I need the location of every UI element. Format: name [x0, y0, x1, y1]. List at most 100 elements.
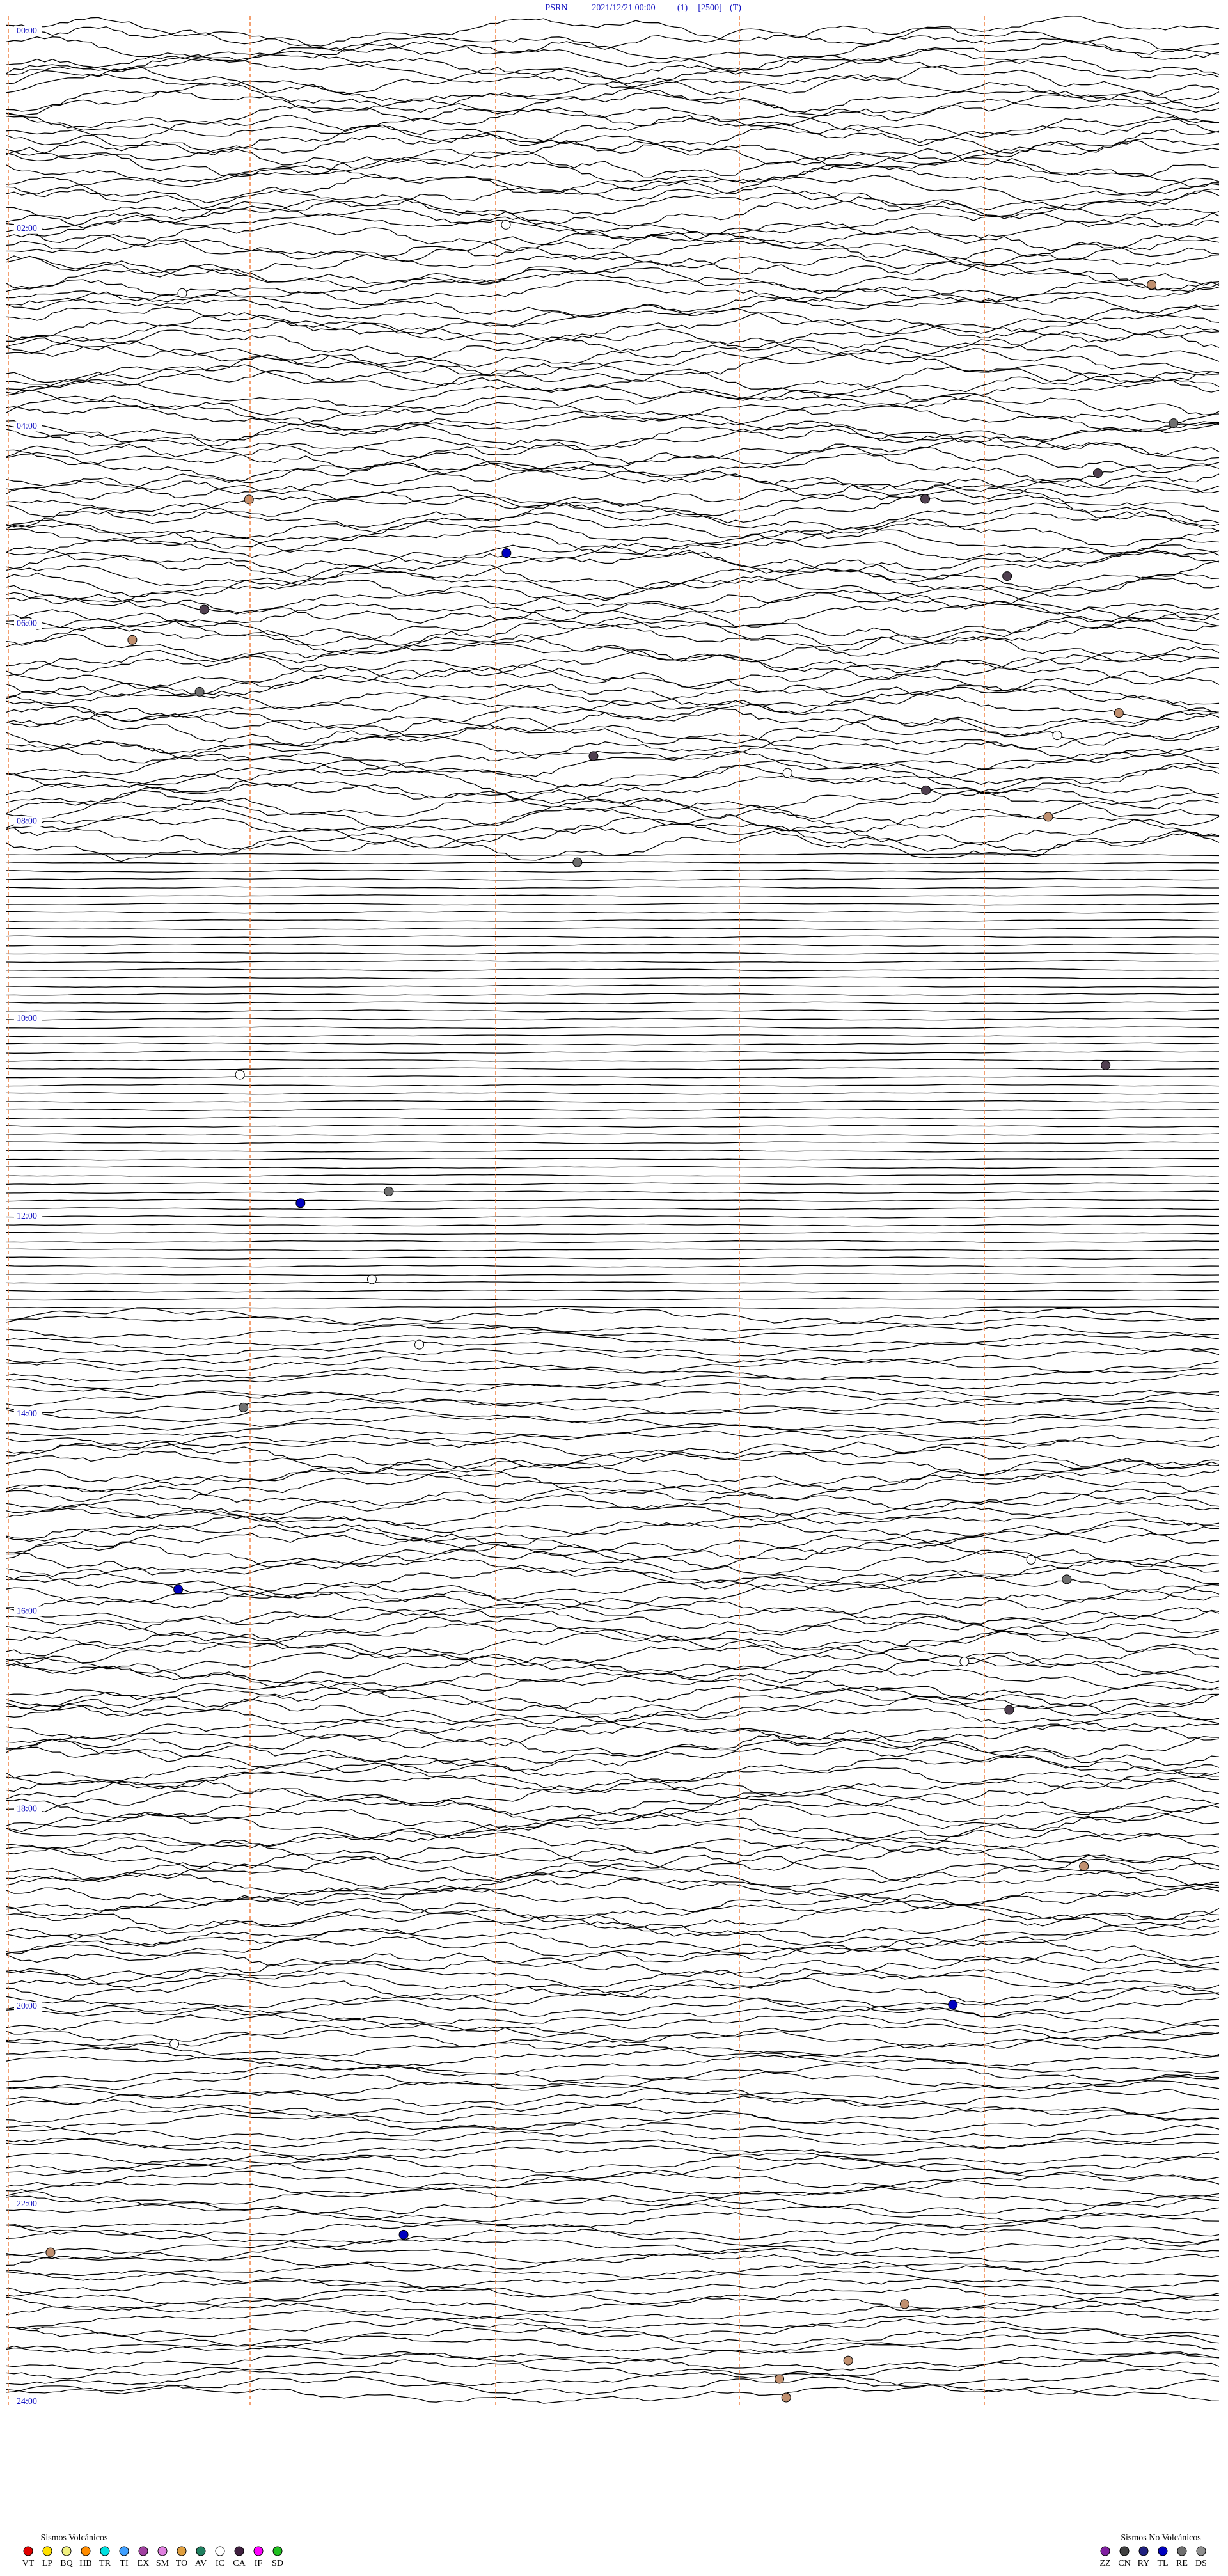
trace	[6, 748, 1220, 778]
event-marker	[1062, 1574, 1072, 1584]
trace	[6, 567, 1220, 599]
trace	[6, 691, 1220, 722]
trace	[6, 1672, 1220, 1700]
legend-dot	[177, 2546, 187, 2556]
label-bg	[14, 816, 42, 827]
trace	[6, 345, 1220, 376]
trace	[6, 1655, 1220, 1684]
trace	[6, 665, 1220, 697]
trace	[6, 1466, 1220, 1494]
event-marker	[781, 2392, 791, 2403]
trace	[6, 1845, 1220, 1872]
trace	[6, 1215, 1220, 1219]
trace	[6, 1647, 1220, 1676]
trace	[6, 2310, 1220, 2329]
label-bg	[14, 619, 42, 629]
time-label: 08:00	[17, 816, 37, 826]
trace	[6, 1911, 1220, 1940]
trace	[6, 74, 1220, 105]
trace	[6, 1332, 1220, 1350]
event-marker	[1169, 418, 1179, 429]
legend-dot	[234, 2546, 244, 2556]
legend-code: CA	[233, 2559, 246, 2568]
trace	[6, 2014, 1220, 2034]
trace	[6, 741, 1220, 772]
trace	[6, 107, 1220, 138]
trace	[6, 734, 1220, 764]
trace	[6, 2318, 1220, 2338]
trace	[6, 1207, 1220, 1210]
scale: [2500]	[698, 3, 721, 13]
legend-dot	[1100, 2546, 1110, 2556]
trace	[6, 1780, 1220, 1807]
trace	[6, 2023, 1220, 2042]
trace	[6, 1297, 1220, 1301]
trace	[6, 1273, 1220, 1276]
legend-code: TL	[1157, 2559, 1168, 2568]
trace	[6, 188, 1220, 219]
trace	[6, 362, 1220, 393]
legend-code: HB	[79, 2559, 91, 2568]
trace	[6, 700, 1220, 729]
trace	[6, 2384, 1220, 2404]
trace	[6, 16, 1220, 47]
event-marker	[920, 494, 931, 504]
legend-dot	[1138, 2546, 1149, 2556]
legend-dot	[1119, 2546, 1130, 2556]
datetime: 2021/12/21 00:00	[592, 3, 655, 13]
trace	[6, 919, 1220, 922]
event-marker	[899, 2299, 909, 2309]
mode: (T)	[730, 3, 741, 13]
trace	[6, 1483, 1220, 1512]
event-marker	[1147, 280, 1157, 290]
trace	[6, 1009, 1219, 1013]
event-marker	[948, 2000, 958, 2010]
time-label: 24:00	[17, 2397, 37, 2406]
trace	[6, 2063, 1220, 2083]
time-label: 22:00	[17, 2199, 37, 2209]
trace	[6, 443, 1220, 475]
trace	[6, 617, 1220, 647]
trace	[6, 49, 1220, 81]
trace	[6, 2229, 1220, 2247]
trace	[6, 1108, 1220, 1112]
trace	[6, 861, 1219, 865]
trace	[6, 461, 1220, 492]
trace	[6, 903, 1219, 906]
trace	[6, 1190, 1220, 1194]
trace	[6, 1631, 1220, 1659]
trace	[6, 35, 1220, 60]
trace	[6, 1315, 1220, 1332]
trace	[6, 894, 1219, 897]
label-bg	[14, 2002, 42, 2012]
trace	[6, 609, 1220, 640]
trace	[6, 164, 1219, 196]
trace	[6, 502, 1220, 533]
trace	[6, 386, 1220, 417]
channel: (1)	[677, 3, 688, 13]
label-bg	[14, 2396, 42, 2407]
trace	[6, 764, 1220, 796]
trace	[6, 725, 1220, 755]
trace	[6, 944, 1219, 947]
trace	[6, 40, 1220, 72]
trace	[6, 2261, 1220, 2281]
trace	[6, 602, 1220, 631]
trace	[6, 205, 1220, 236]
trace	[6, 124, 1220, 154]
trace	[6, 1738, 1220, 1766]
trace	[6, 99, 1220, 129]
legend-dot	[1158, 2546, 1168, 2556]
trace	[6, 2270, 1220, 2289]
event-marker	[1101, 1060, 1111, 1070]
trace	[6, 1398, 1220, 1414]
trace	[6, 404, 1220, 434]
trace	[6, 24, 1220, 55]
event-marker	[194, 686, 205, 697]
trace	[6, 494, 1220, 525]
legend-dot	[119, 2546, 129, 2556]
legend-code: TR	[99, 2559, 111, 2568]
trace	[6, 624, 1220, 657]
trace	[6, 246, 1220, 278]
